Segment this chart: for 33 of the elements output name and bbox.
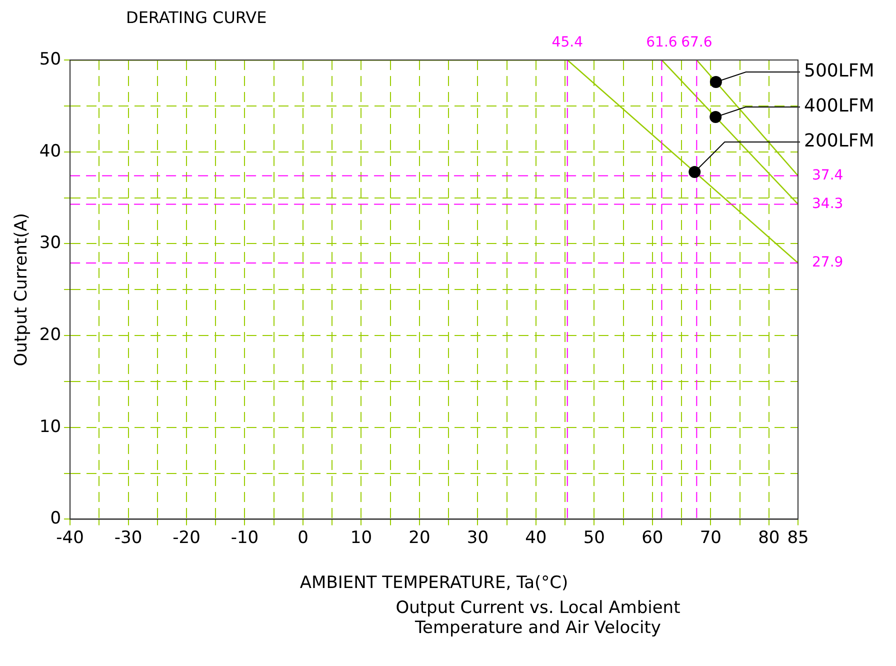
text: 500LFM	[804, 60, 874, 82]
x-tick-label: -40	[56, 528, 84, 548]
x-axis-title: AMBIENT TEMPERATURE, Ta(°C)	[300, 573, 568, 594]
x-tick-label: 70	[700, 528, 722, 548]
x-tick-label: 60	[642, 528, 664, 548]
chart-title: DERATING CURVE	[126, 8, 268, 29]
x-tick-label: 30	[466, 528, 489, 548]
ref-line-label: 45.4	[552, 34, 584, 51]
x-tick-label: -20	[172, 528, 200, 548]
x-tick-label: 10	[350, 528, 372, 548]
text: 400LFM	[804, 96, 874, 117]
y-axis-title: Output Current(A)	[12, 213, 32, 366]
ref-line-label: 67.6	[681, 34, 712, 51]
text: 200LFM	[804, 130, 874, 152]
x-tick-label: 20	[408, 528, 430, 548]
x-tick-label: 40	[525, 528, 547, 548]
ref-line-label: 37.4	[812, 167, 844, 184]
ref-line-label: 61.6	[646, 34, 678, 51]
ref-line-label: 34.3	[812, 196, 844, 212]
x-tick-label: 50	[583, 528, 605, 548]
y-tick-label: 20	[39, 324, 62, 345]
x-tick-label: 85	[787, 528, 809, 548]
x-tick-label: 0	[298, 528, 308, 548]
y-tick-label: 10	[39, 416, 62, 437]
x-tick-label: -30	[114, 528, 142, 548]
y-tick-label: 50	[39, 49, 62, 70]
text: Output Current vs. Local Ambient Temperature and Air Velocity	[394, 598, 682, 638]
x-tick-label: 80	[758, 528, 780, 548]
x-tick-label: -10	[230, 528, 259, 548]
y-tick-label: 0	[50, 508, 62, 529]
ref-line-label: 27.9	[812, 254, 844, 271]
y-tick-label: 30	[39, 233, 62, 254]
y-tick-label: 40	[39, 141, 62, 162]
